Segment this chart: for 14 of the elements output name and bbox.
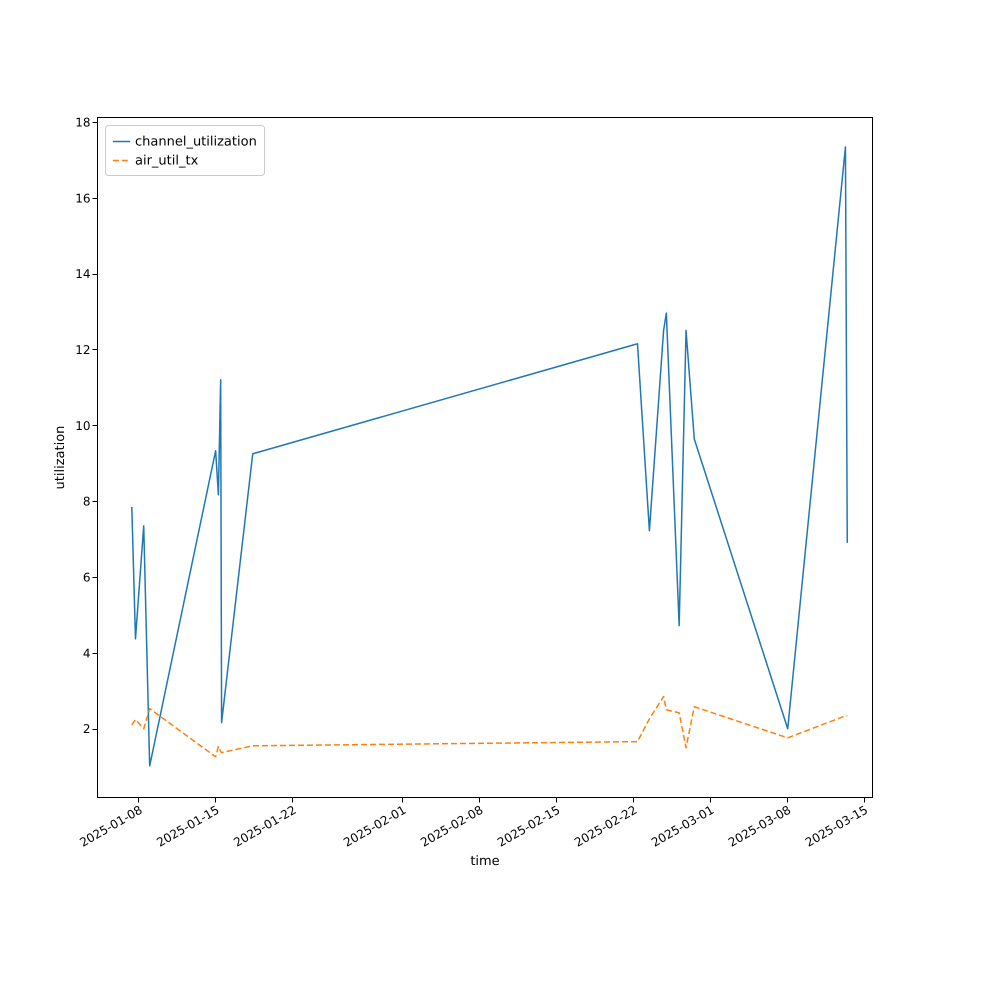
y-tick-label: 6 [82, 570, 90, 585]
line-series [131, 696, 848, 758]
y-tick-label: 12 [75, 342, 90, 357]
y-tick-label: 2 [82, 722, 90, 736]
legend-label: channel_utilization [135, 134, 257, 150]
y-axis-title: utilization [53, 426, 68, 490]
y-tick-label: 14 [75, 267, 90, 282]
y-tick-label: 10 [75, 418, 90, 433]
y-tick-label: 4 [82, 646, 90, 660]
y-tick-label: 8 [82, 494, 90, 509]
legend-label: air_util_tx [135, 154, 199, 168]
y-tick-label: 18 [75, 115, 90, 130]
y-tick-label: 16 [75, 191, 90, 206]
x-axis-title: time [470, 854, 500, 869]
